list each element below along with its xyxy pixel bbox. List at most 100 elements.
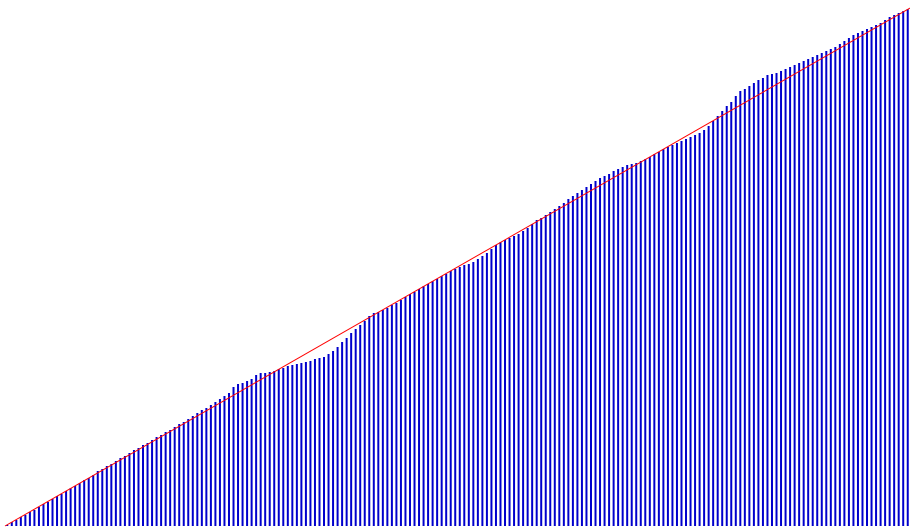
bar (621, 167, 624, 526)
bar (567, 199, 570, 526)
bar (101, 469, 104, 526)
bar (531, 224, 534, 526)
bar (820, 53, 823, 526)
bar (286, 366, 289, 526)
bar (65, 491, 68, 526)
bar (295, 364, 298, 526)
bar (142, 445, 145, 526)
bar (304, 362, 307, 526)
bar (739, 91, 742, 526)
bar (300, 363, 303, 526)
bar (372, 313, 375, 526)
bar (291, 365, 294, 526)
bar (237, 384, 240, 526)
bar (56, 496, 59, 526)
bar (28, 512, 31, 526)
bar (798, 63, 801, 526)
bar (227, 393, 230, 526)
bar (341, 342, 344, 526)
bar (354, 329, 357, 526)
bar (594, 181, 597, 526)
bar (209, 405, 212, 526)
bar (585, 187, 588, 526)
bar (173, 427, 176, 526)
bar (522, 231, 525, 526)
bar (191, 416, 194, 526)
bar (685, 139, 688, 526)
bar (825, 51, 828, 526)
bar (599, 178, 602, 526)
bar (418, 289, 421, 526)
bar (390, 305, 393, 526)
bar (169, 430, 172, 526)
bar (712, 121, 715, 526)
bar (476, 259, 479, 526)
bar (277, 369, 280, 526)
bar (119, 458, 122, 526)
bar (675, 143, 678, 526)
bar (386, 308, 389, 526)
bar (770, 74, 773, 526)
bar (92, 475, 95, 526)
bar (802, 61, 805, 526)
bar (694, 135, 697, 526)
bar (273, 371, 276, 526)
bar (644, 159, 647, 526)
bar (241, 383, 244, 526)
bar (648, 157, 651, 526)
bar (332, 351, 335, 526)
bar (703, 130, 706, 526)
bar (377, 312, 380, 526)
bar (458, 267, 461, 526)
bar (589, 184, 592, 526)
bar (51, 499, 54, 526)
bar (847, 38, 850, 526)
bar (123, 456, 126, 526)
bar (721, 111, 724, 526)
bar (879, 23, 882, 526)
bar (323, 357, 326, 526)
bar (535, 220, 538, 526)
bar (816, 55, 819, 526)
bar (37, 507, 40, 526)
bar (164, 432, 167, 526)
bar (866, 29, 869, 526)
bar (671, 145, 674, 526)
bar (105, 466, 108, 526)
bar (87, 478, 90, 526)
bar (626, 165, 629, 526)
bar (467, 264, 470, 526)
bar (246, 381, 249, 526)
bar (666, 147, 669, 526)
bar (69, 488, 72, 526)
bar (662, 149, 665, 526)
bar (6, 525, 9, 526)
bar (454, 269, 457, 526)
bar (571, 196, 574, 526)
bar (318, 358, 321, 526)
bar (829, 49, 832, 526)
bar (897, 13, 900, 526)
bar (155, 437, 158, 526)
bar (255, 375, 258, 526)
bar (309, 361, 312, 526)
bar (893, 15, 896, 526)
bar (336, 347, 339, 526)
bar (128, 453, 131, 526)
bar (612, 171, 615, 526)
bar (33, 510, 36, 526)
bar (490, 249, 493, 526)
bar (83, 480, 86, 526)
bar (834, 47, 837, 526)
bar (707, 126, 710, 526)
bar (499, 242, 502, 526)
bar (558, 206, 561, 526)
bar (74, 486, 77, 526)
bar (485, 253, 488, 526)
bar (689, 137, 692, 526)
bar (60, 494, 63, 526)
bar (46, 502, 49, 526)
bar (440, 276, 443, 526)
bar (196, 413, 199, 526)
